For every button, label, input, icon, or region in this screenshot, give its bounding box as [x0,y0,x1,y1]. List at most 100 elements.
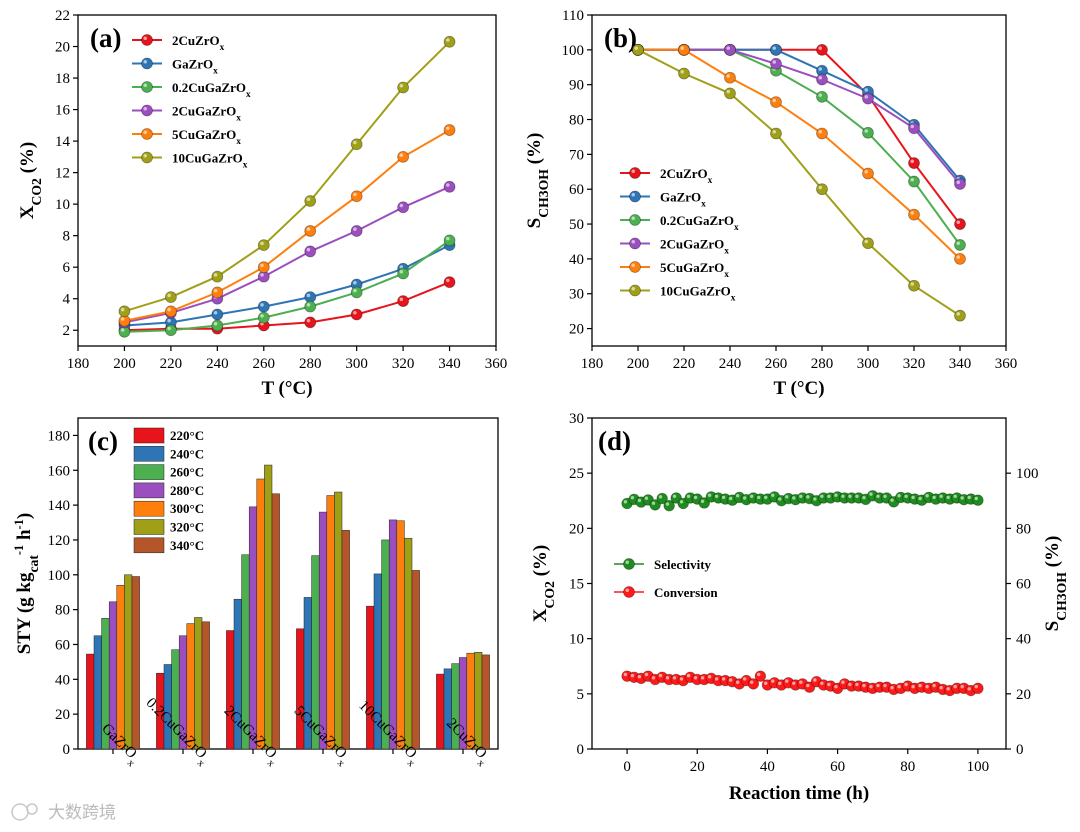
data-point-highlight [213,273,218,277]
x-tick-label: 20 [690,759,705,775]
y-tick-label-right: 20 [1016,687,1031,703]
data-point-highlight [918,496,922,501]
data-point-highlight [446,183,450,187]
y-tick-label-right: 40 [1016,632,1031,648]
legend-label: 5CuGaZrOx [172,127,241,147]
bar [201,621,210,750]
data-point-highlight [260,241,264,246]
data-point-highlight [749,494,754,498]
panel-label: (a) [90,23,121,53]
bar [318,511,328,750]
data-point-highlight [967,495,971,500]
bar [366,605,375,750]
data-point-highlight [651,501,656,505]
legend: 2CuZrOx GaZrOx 0.2CuGaZrOx 2CuGaZrOx 5CuGaZr… [132,33,251,171]
data-point-highlight [876,494,880,498]
data-point-highlight [848,494,852,498]
y-tick-label: 180 [48,428,71,444]
legend-marker [629,167,641,179]
legend-marker [629,237,641,250]
data-point [211,286,224,299]
x-tick-label: 100 [967,759,990,775]
data-point-highlight [772,129,776,134]
data-point-highlight [806,495,810,499]
bar [271,493,280,750]
data-point [678,43,690,56]
data-point-highlight [925,684,929,689]
data-point-highlight [771,493,775,497]
data-point-highlight [939,686,943,690]
data-point [954,218,966,230]
series-line [124,239,451,333]
data-point-highlight [637,674,642,679]
data-point-highlight [910,159,914,164]
data-point-highlight [956,312,960,316]
data-point-highlight [213,321,218,326]
data-point-highlight [213,310,218,315]
data-point [304,225,317,237]
data-point-highlight [771,679,775,683]
data-point-highlight [399,297,404,302]
bar [124,574,133,750]
legend-swatch [133,519,165,535]
y-tick-label-right: 60 [1016,577,1031,593]
y-tick-label: 20 [55,40,70,56]
legend-label: 260°C [170,465,204,480]
data-point-highlight [960,496,964,500]
x-tick-label: 220 [160,356,183,372]
data-point-highlight [956,220,960,225]
data-point-highlight [353,192,357,197]
y-tick-label: 40 [569,252,584,268]
data-point-highlight [818,75,822,80]
series-line [124,129,451,322]
data-point [770,96,782,109]
data-point-highlight [974,496,978,501]
data-point [908,175,920,188]
x-tick-label: 80 [900,759,915,775]
panel-c-chart: 020406080100120140160180GaZrOx0.2CuGaZrO… [12,417,499,770]
legend-marker [141,57,153,70]
data-point-highlight [707,493,712,497]
data-point-highlight [890,498,894,502]
legend-label: 300°C [170,501,204,516]
data-point [770,57,782,70]
data-point-highlight [925,494,929,498]
y-tick-label-left: 25 [569,466,584,482]
bar [296,628,305,750]
legend-marker [141,34,153,46]
y-tick-label: 100 [562,43,585,59]
y-tick-label: 60 [569,182,584,198]
y-tick-label: 80 [55,603,70,619]
series-5CuGaZrOx [632,43,966,265]
plot-frame [591,417,1007,750]
data-point-highlight [946,687,950,691]
data-point [632,43,644,56]
y-tick-label-left: 15 [569,577,584,593]
panel-label: (b) [604,23,637,53]
x-tick-label: 60 [830,759,845,775]
data-point-highlight [735,494,740,498]
bar [226,630,235,750]
series-line [638,48,961,185]
data-point [443,276,456,289]
legend-marker [141,104,153,117]
legend-marker [629,261,641,273]
data-point [678,67,690,80]
data-point [862,237,874,250]
data-point [350,286,363,299]
data-point [754,670,767,682]
legend-label: 5CuGaZrOx [660,260,729,280]
y-tick-label-left: 10 [569,632,584,648]
data-point [350,138,363,151]
data-point [443,234,456,247]
data-point-highlight [932,495,936,500]
data-point [211,319,224,332]
legend-marker-highlight [625,560,629,564]
data-point-highlight [910,282,914,286]
data-point-highlight [862,495,866,500]
data-point-highlight [167,318,171,323]
data-point-highlight [644,672,649,677]
panel-label: (c) [88,426,118,456]
bar [256,478,265,750]
data-point-highlight [120,328,125,332]
